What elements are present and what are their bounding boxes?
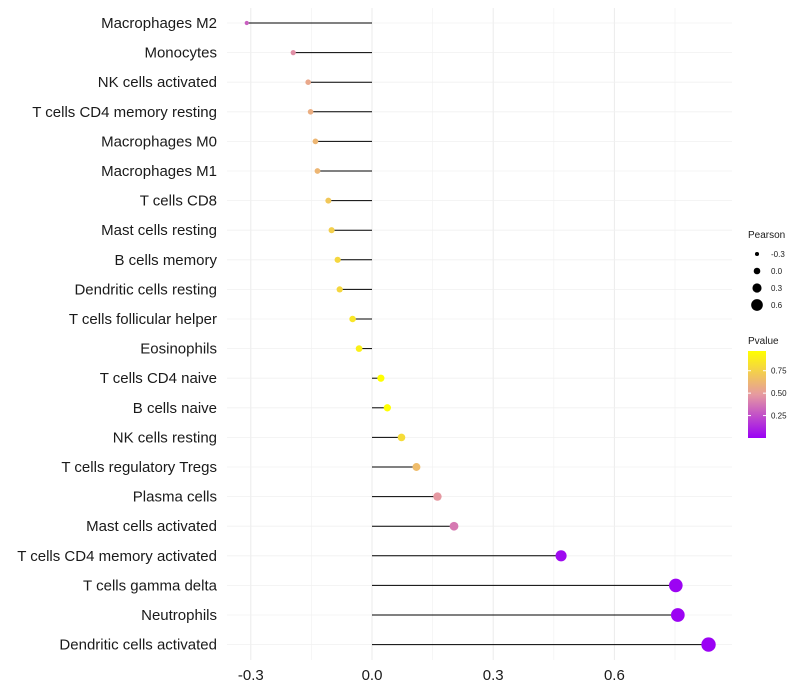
lollipop-point bbox=[701, 637, 716, 652]
category-label: Macrophages M2 bbox=[101, 15, 217, 32]
pvalue-colorbar bbox=[748, 351, 766, 438]
category-label: Neutrophils bbox=[141, 607, 217, 624]
category-label: T cells CD8 bbox=[140, 193, 217, 210]
category-label: B cells naive bbox=[133, 400, 217, 417]
x-axis-ticks: -0.3 0.0 0.3 0.6 bbox=[238, 667, 625, 684]
category-label: Monocytes bbox=[144, 45, 217, 62]
category-label: Plasma cells bbox=[133, 489, 217, 506]
category-label: Mast cells resting bbox=[101, 222, 217, 239]
lollipop-point bbox=[449, 521, 459, 531]
lollipop-point bbox=[349, 315, 356, 323]
x-tick-label: -0.3 bbox=[238, 667, 264, 684]
size-legend-key bbox=[752, 283, 762, 293]
pearson-size-legend: Pearson -0.3 0.0 0.3 0.6 bbox=[748, 230, 785, 311]
lollipop-point bbox=[555, 550, 567, 562]
color-legend-label: 0.50 bbox=[771, 389, 787, 398]
category-label: T cells regulatory Tregs bbox=[61, 459, 217, 476]
category-label: T cells gamma delta bbox=[83, 577, 218, 594]
x-tick-label: 0.3 bbox=[483, 667, 504, 684]
lollipop-point bbox=[670, 608, 685, 622]
lollipop-point bbox=[325, 197, 332, 204]
category-label: T cells CD4 memory activated bbox=[17, 548, 217, 565]
size-legend-key bbox=[754, 251, 760, 257]
size-legend-title: Pearson bbox=[748, 230, 785, 241]
lollipop-point bbox=[355, 345, 363, 352]
gridlines bbox=[227, 8, 732, 660]
size-legend-label: 0.6 bbox=[771, 301, 783, 310]
color-legend-label: 0.75 bbox=[771, 367, 787, 376]
lollipop-point bbox=[433, 492, 442, 501]
lollipop-point bbox=[314, 168, 321, 174]
x-tick-label: 0.0 bbox=[362, 667, 383, 684]
category-label: T cells CD4 memory resting bbox=[32, 104, 217, 121]
lollipop-point bbox=[377, 374, 385, 382]
lollipop-points bbox=[244, 20, 716, 652]
size-legend-label: 0.3 bbox=[771, 284, 783, 293]
category-label: Dendritic cells activated bbox=[59, 637, 217, 654]
lollipop-point bbox=[244, 20, 249, 26]
lollipop-point bbox=[668, 578, 683, 593]
category-label: T cells follicular helper bbox=[69, 311, 217, 328]
category-label: Dendritic cells resting bbox=[74, 281, 217, 298]
category-label: T cells CD4 naive bbox=[100, 370, 217, 387]
lollipop-point bbox=[336, 286, 343, 293]
lollipop-point bbox=[290, 49, 296, 56]
category-label: Eosinophils bbox=[140, 341, 217, 358]
category-label: B cells memory bbox=[114, 252, 217, 269]
category-label: NK cells activated bbox=[98, 74, 217, 91]
category-label: Macrophages M1 bbox=[101, 163, 217, 180]
lollipop-point bbox=[383, 404, 392, 412]
lollipop-point bbox=[412, 463, 421, 471]
lollipop-point bbox=[328, 227, 335, 234]
pvalue-color-legend: Pvalue 0.25 0.50 0.75 bbox=[748, 336, 787, 438]
category-label: Macrophages M0 bbox=[101, 133, 217, 150]
color-legend-label: 0.25 bbox=[771, 412, 787, 421]
color-legend-title: Pvalue bbox=[748, 336, 779, 347]
category-label: NK cells resting bbox=[113, 429, 217, 446]
lollipop-stems bbox=[246, 22, 709, 646]
size-legend-key bbox=[751, 299, 763, 311]
lollipop-point bbox=[397, 433, 406, 442]
lollipop-point bbox=[307, 108, 314, 115]
size-legend-label: -0.3 bbox=[771, 250, 785, 259]
x-tick-label: 0.6 bbox=[604, 667, 625, 684]
category-label: Mast cells activated bbox=[86, 518, 217, 535]
lollipop-point bbox=[334, 256, 341, 263]
size-legend-key bbox=[753, 267, 761, 275]
size-legend-label: 0.0 bbox=[771, 267, 783, 276]
category-labels: Macrophages M2 Monocytes NK cells activate… bbox=[17, 15, 217, 654]
lollipop-point bbox=[312, 138, 319, 145]
lollipop-point bbox=[305, 79, 311, 85]
